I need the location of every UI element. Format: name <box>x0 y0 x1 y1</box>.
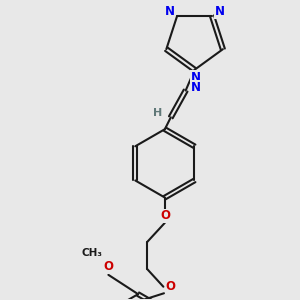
Text: O: O <box>166 280 176 293</box>
Text: N: N <box>165 5 175 18</box>
Text: O: O <box>103 260 113 273</box>
Text: H: H <box>153 108 162 118</box>
Text: CH₃: CH₃ <box>82 248 103 258</box>
Text: N: N <box>191 71 201 84</box>
Text: O: O <box>161 209 171 223</box>
Text: N: N <box>214 5 224 18</box>
Text: N: N <box>191 81 201 94</box>
